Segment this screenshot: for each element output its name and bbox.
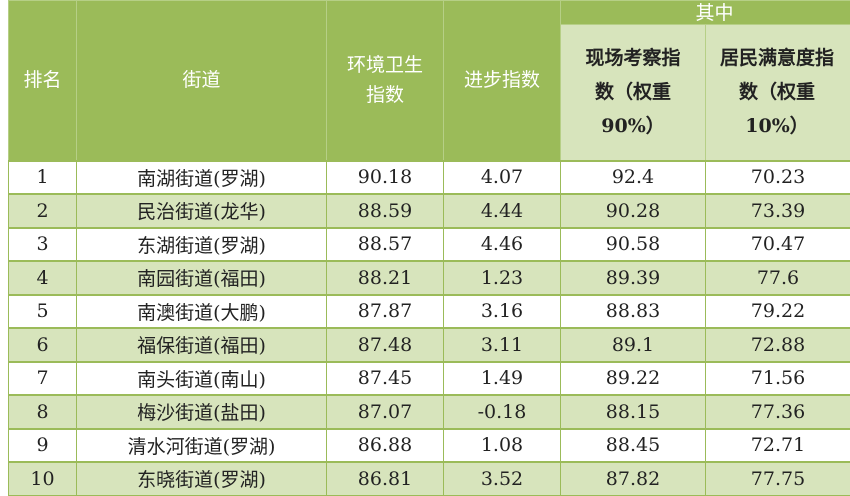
cell-satisfaction: 72.71 (706, 429, 850, 463)
cell-onsite: 89.22 (561, 362, 706, 396)
cell-satisfaction: 70.47 (706, 228, 850, 262)
cell-rank: 8 (9, 395, 77, 429)
cell-onsite: 88.15 (561, 395, 706, 429)
cell-progress: -0.18 (444, 395, 561, 429)
cell-onsite: 92.4 (561, 161, 706, 195)
cell-rank: 6 (9, 328, 77, 362)
cell-progress: 4.44 (444, 194, 561, 228)
cell-onsite: 89.1 (561, 328, 706, 362)
cell-rank: 4 (9, 261, 77, 295)
cell-onsite: 90.58 (561, 228, 706, 262)
cell-env: 87.87 (327, 295, 444, 329)
cell-street: 东湖街道(罗湖) (77, 228, 327, 262)
cell-street: 南园街道(福田) (77, 261, 327, 295)
cell-progress: 4.07 (444, 161, 561, 195)
cell-satisfaction: 72.88 (706, 328, 850, 362)
cell-env: 88.57 (327, 228, 444, 262)
cell-env: 88.59 (327, 194, 444, 228)
header-group: 其中 (561, 1, 850, 25)
cell-progress: 3.11 (444, 328, 561, 362)
cell-rank: 3 (9, 228, 77, 262)
cell-street: 梅沙街道(盐田) (77, 395, 327, 429)
cell-rank: 1 (9, 161, 77, 195)
cell-rank: 7 (9, 362, 77, 396)
header-satisfaction: 居民满意度指数（权重10%） (706, 25, 850, 161)
cell-satisfaction: 77.6 (706, 261, 850, 295)
cell-progress: 1.49 (444, 362, 561, 396)
cell-street: 福保街道(福田) (77, 328, 327, 362)
header-progress-index: 进步指数 (444, 1, 561, 161)
cell-env: 87.45 (327, 362, 444, 396)
header-street: 街道 (77, 1, 327, 161)
header-env-index: 环境卫生指数 (327, 1, 444, 161)
cell-street: 南头街道(南山) (77, 362, 327, 396)
cell-env: 87.48 (327, 328, 444, 362)
cell-street: 南湖街道(罗湖) (77, 161, 327, 195)
header-onsite: 现场考察指数（权重90%） (561, 25, 706, 161)
cell-progress: 4.46 (444, 228, 561, 262)
cell-progress: 1.23 (444, 261, 561, 295)
cell-env: 86.88 (327, 429, 444, 463)
ranking-table: 排名 街道 环境卫生指数 进步指数 其中 现场考察指数（权重90%） 居民满意度… (8, 0, 850, 496)
cell-progress: 3.16 (444, 295, 561, 329)
cell-rank: 9 (9, 429, 77, 463)
cell-onsite: 89.39 (561, 261, 706, 295)
cell-street: 清水河街道(罗湖) (77, 429, 327, 463)
cell-env: 90.18 (327, 161, 444, 195)
cell-street: 民治街道(龙华) (77, 194, 327, 228)
cell-rank: 5 (9, 295, 77, 329)
cell-progress: 1.08 (444, 429, 561, 463)
cell-rank: 2 (9, 194, 77, 228)
cell-env: 87.07 (327, 395, 444, 429)
cell-street: 南澳街道(大鹏) (77, 295, 327, 329)
cell-env: 88.21 (327, 261, 444, 295)
cell-satisfaction: 77.36 (706, 395, 850, 429)
cell-satisfaction: 70.23 (706, 161, 850, 195)
cell-onsite: 88.45 (561, 429, 706, 463)
header-rank: 排名 (9, 1, 77, 161)
cell-satisfaction: 73.39 (706, 194, 850, 228)
cell-onsite: 90.28 (561, 194, 706, 228)
cell-satisfaction: 79.22 (706, 295, 850, 329)
cell-satisfaction: 71.56 (706, 362, 850, 396)
cell-onsite: 88.83 (561, 295, 706, 329)
